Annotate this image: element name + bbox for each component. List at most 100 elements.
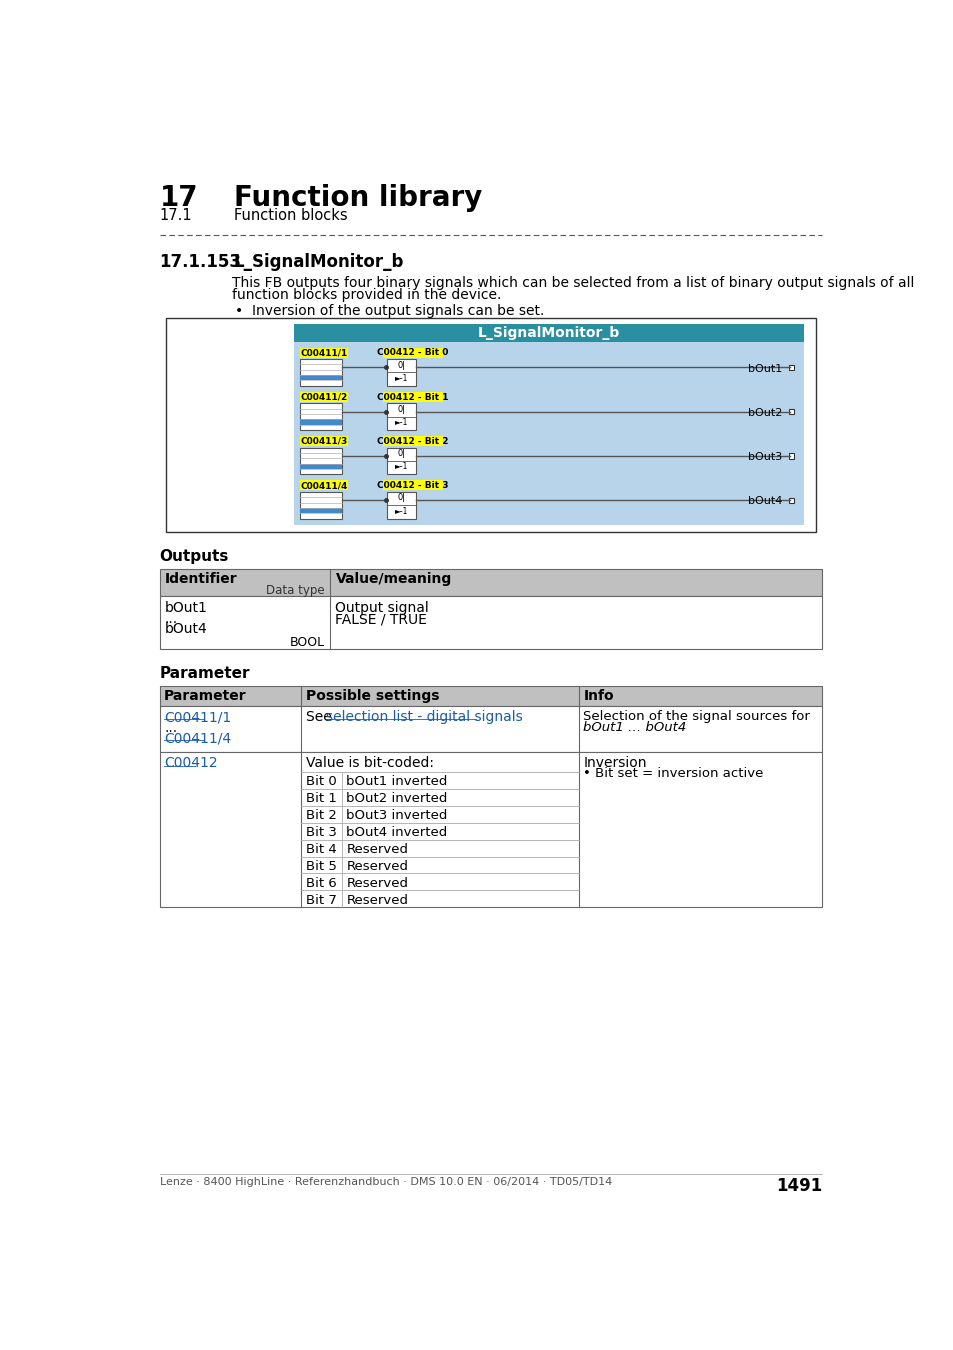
Text: Lenze · 8400 HighLine · Referenzhandbuch · DMS 10.0 EN · 06/2014 · TD05/TD14: Lenze · 8400 HighLine · Referenzhandbuch… (159, 1177, 611, 1187)
Text: Reserved: Reserved (346, 842, 408, 856)
Text: Inversion: Inversion (583, 756, 646, 771)
Text: ...: ... (165, 613, 178, 626)
FancyBboxPatch shape (382, 347, 443, 358)
Text: Function blocks: Function blocks (233, 208, 347, 223)
Text: bOut2 inverted: bOut2 inverted (346, 792, 447, 805)
Text: C00412 - Bit 1: C00412 - Bit 1 (376, 393, 448, 401)
Text: bOut1 inverted: bOut1 inverted (346, 775, 447, 788)
Text: 17.1.153: 17.1.153 (159, 252, 241, 271)
FancyBboxPatch shape (166, 317, 815, 532)
Text: Info: Info (583, 690, 614, 703)
FancyBboxPatch shape (159, 597, 821, 648)
FancyBboxPatch shape (382, 481, 443, 490)
Text: Bit 4: Bit 4 (306, 842, 336, 856)
Text: ...: ... (164, 721, 177, 734)
FancyBboxPatch shape (159, 568, 821, 597)
Text: Bit 7: Bit 7 (306, 894, 336, 906)
Text: Reserved: Reserved (346, 876, 408, 890)
Text: 0|: 0| (396, 405, 405, 414)
FancyBboxPatch shape (159, 752, 821, 907)
Text: C00412: C00412 (164, 756, 217, 771)
Text: C00411/1: C00411/1 (300, 348, 347, 358)
Text: Possible settings: Possible settings (306, 690, 439, 703)
Text: See: See (306, 710, 335, 724)
Text: This FB outputs four binary signals which can be selected from a list of binary : This FB outputs four binary signals whic… (232, 275, 913, 290)
Text: Outputs: Outputs (159, 548, 229, 563)
Text: Function library: Function library (233, 184, 482, 212)
Text: C00411/2: C00411/2 (300, 393, 347, 401)
Text: Value is bit-coded:: Value is bit-coded: (306, 756, 434, 771)
Text: • Bit set = inversion active: • Bit set = inversion active (583, 767, 763, 780)
Text: Value/meaning: Value/meaning (335, 572, 452, 586)
Text: C00411/1: C00411/1 (164, 710, 232, 724)
Text: ►-1: ►-1 (395, 418, 408, 427)
Text: bOut4: bOut4 (747, 497, 781, 506)
FancyBboxPatch shape (299, 375, 342, 381)
Text: 17: 17 (159, 184, 198, 212)
Text: bOut1: bOut1 (747, 363, 781, 374)
Text: Bit 6: Bit 6 (306, 876, 336, 890)
Text: bOut2: bOut2 (747, 408, 781, 417)
Text: C00412 - Bit 3: C00412 - Bit 3 (376, 481, 448, 490)
Text: ►-1: ►-1 (395, 463, 408, 471)
Text: Reserved: Reserved (346, 894, 408, 906)
FancyBboxPatch shape (299, 448, 342, 474)
FancyBboxPatch shape (386, 448, 416, 474)
Text: Bit 0: Bit 0 (306, 775, 336, 788)
Text: 1491: 1491 (775, 1177, 821, 1195)
Text: Output signal: Output signal (335, 601, 429, 614)
Text: C00412 - Bit 0: C00412 - Bit 0 (376, 348, 448, 358)
Text: C00411/3: C00411/3 (300, 437, 347, 446)
FancyBboxPatch shape (788, 498, 794, 504)
Text: ►-1: ►-1 (395, 374, 408, 383)
FancyBboxPatch shape (386, 491, 416, 518)
FancyBboxPatch shape (386, 359, 416, 386)
Text: Selection of the signal sources for: Selection of the signal sources for (583, 710, 809, 724)
Text: bOut3 inverted: bOut3 inverted (346, 809, 447, 822)
Text: Bit 2: Bit 2 (306, 809, 336, 822)
Text: BOOL: BOOL (289, 636, 324, 649)
FancyBboxPatch shape (294, 324, 803, 342)
Text: Bit 5: Bit 5 (306, 860, 336, 872)
FancyBboxPatch shape (788, 454, 794, 459)
FancyBboxPatch shape (299, 420, 342, 425)
Text: 17.1: 17.1 (159, 208, 192, 223)
Text: C00411/4: C00411/4 (164, 732, 231, 745)
Text: C00412 - Bit 2: C00412 - Bit 2 (376, 437, 448, 446)
Text: bOut4: bOut4 (165, 622, 208, 636)
FancyBboxPatch shape (159, 706, 821, 752)
Text: Parameter: Parameter (164, 690, 247, 703)
Text: bOut4 inverted: bOut4 inverted (346, 826, 447, 838)
FancyBboxPatch shape (299, 508, 342, 513)
FancyBboxPatch shape (299, 491, 342, 518)
FancyBboxPatch shape (382, 392, 443, 402)
Text: FALSE / TRUE: FALSE / TRUE (335, 613, 427, 626)
FancyBboxPatch shape (299, 347, 348, 358)
Text: 0|: 0| (396, 360, 405, 370)
FancyBboxPatch shape (299, 392, 348, 402)
FancyBboxPatch shape (299, 463, 342, 468)
FancyBboxPatch shape (294, 324, 803, 525)
Text: bOut3: bOut3 (747, 452, 781, 462)
Text: L_SignalMonitor_b: L_SignalMonitor_b (233, 252, 404, 271)
FancyBboxPatch shape (299, 359, 342, 386)
Text: Identifier: Identifier (165, 572, 237, 586)
FancyBboxPatch shape (299, 404, 342, 429)
FancyBboxPatch shape (299, 436, 348, 446)
FancyBboxPatch shape (159, 686, 821, 706)
Text: Parameter: Parameter (159, 666, 250, 680)
Text: function blocks provided in the device.: function blocks provided in the device. (232, 289, 500, 302)
FancyBboxPatch shape (299, 481, 348, 490)
Text: bOut1 … bOut4: bOut1 … bOut4 (583, 721, 686, 734)
Text: Bit 3: Bit 3 (306, 826, 336, 838)
Text: Reserved: Reserved (346, 860, 408, 872)
Text: L_SignalMonitor_b: L_SignalMonitor_b (477, 325, 619, 340)
Text: ►-1: ►-1 (395, 506, 408, 516)
Text: 0|: 0| (396, 494, 405, 502)
Text: 0|: 0| (396, 450, 405, 458)
Text: bOut1: bOut1 (165, 601, 208, 614)
Text: Data type: Data type (266, 585, 324, 597)
Text: C00411/4: C00411/4 (300, 481, 347, 490)
FancyBboxPatch shape (382, 436, 443, 446)
FancyBboxPatch shape (788, 409, 794, 414)
